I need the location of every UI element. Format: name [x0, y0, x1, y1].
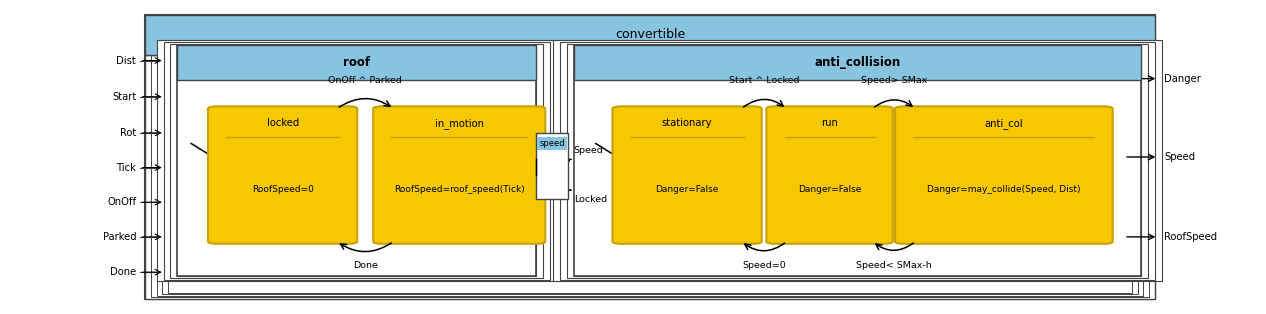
- Text: run: run: [822, 118, 838, 128]
- Bar: [146, 15, 1155, 299]
- Text: Danger=False: Danger=False: [798, 185, 861, 194]
- Text: Done: Done: [110, 267, 137, 277]
- Text: Speed< SMax-h: Speed< SMax-h: [856, 261, 932, 270]
- Text: Locked: Locked: [573, 195, 606, 204]
- Text: OnOff: OnOff: [108, 197, 137, 207]
- FancyBboxPatch shape: [613, 106, 762, 244]
- FancyBboxPatch shape: [895, 106, 1113, 244]
- Bar: [177, 46, 537, 276]
- Bar: [146, 55, 1155, 299]
- Text: anti_col: anti_col: [985, 118, 1023, 129]
- Text: anti_collision: anti_collision: [814, 56, 900, 69]
- Text: Parked: Parked: [103, 232, 137, 242]
- Bar: [177, 46, 537, 276]
- Text: stationary: stationary: [662, 118, 713, 128]
- Bar: [553, 40, 1162, 281]
- Bar: [573, 46, 1141, 80]
- Bar: [536, 133, 568, 199]
- Text: Start: Start: [111, 92, 137, 102]
- Text: Rot: Rot: [120, 128, 137, 138]
- Text: Speed> SMax: Speed> SMax: [861, 76, 927, 85]
- Text: RoofSpeed=roof_speed(Tick): RoofSpeed=roof_speed(Tick): [394, 185, 524, 194]
- Bar: [573, 46, 1141, 276]
- Text: Danger: Danger: [1163, 73, 1201, 84]
- Text: Danger=False: Danger=False: [656, 185, 719, 194]
- Text: RoofSpeed: RoofSpeed: [1163, 232, 1217, 242]
- Text: OnOff ^ Parked: OnOff ^ Parked: [328, 76, 403, 85]
- FancyBboxPatch shape: [766, 106, 893, 244]
- Bar: [157, 55, 1143, 296]
- Text: convertible: convertible: [615, 28, 685, 41]
- Bar: [151, 55, 1150, 297]
- FancyBboxPatch shape: [373, 106, 546, 244]
- Bar: [573, 46, 1141, 276]
- Text: roof: roof: [343, 56, 370, 69]
- Text: Tick: Tick: [116, 163, 137, 173]
- Text: Speed: Speed: [1163, 152, 1195, 162]
- Text: Speed: Speed: [573, 146, 604, 155]
- Text: locked: locked: [267, 118, 299, 128]
- Bar: [163, 42, 549, 280]
- Bar: [162, 55, 1138, 294]
- Text: Done: Done: [353, 261, 377, 270]
- Bar: [146, 15, 1155, 55]
- Text: Danger=may_collide(Speed, Dist): Danger=may_collide(Speed, Dist): [927, 185, 1081, 194]
- Bar: [567, 44, 1148, 278]
- Text: RoofSpeed=0: RoofSpeed=0: [252, 185, 314, 194]
- Bar: [560, 42, 1155, 280]
- Bar: [177, 46, 537, 80]
- FancyBboxPatch shape: [208, 106, 357, 244]
- Text: Speed=0: Speed=0: [742, 261, 786, 270]
- Bar: [168, 55, 1132, 293]
- Text: speed: speed: [539, 139, 565, 148]
- Text: in_motion: in_motion: [434, 118, 484, 129]
- Bar: [171, 44, 543, 278]
- Text: Dist: Dist: [116, 56, 137, 66]
- Bar: [157, 40, 557, 281]
- Text: Start ^ Locked: Start ^ Locked: [729, 76, 799, 85]
